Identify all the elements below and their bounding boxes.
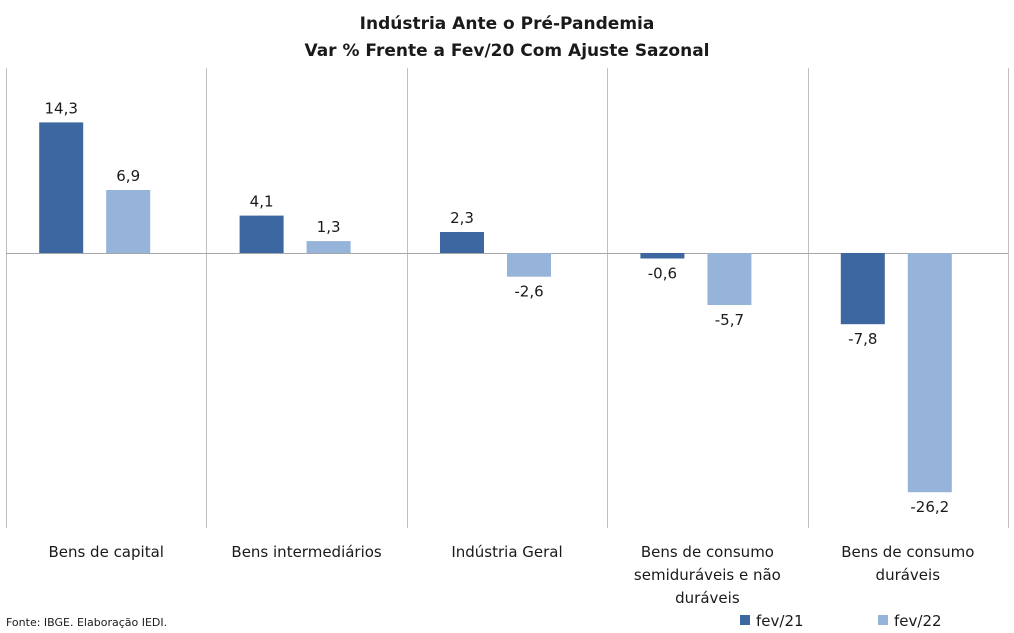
bar-fev-22-1 — [306, 241, 351, 253]
legend-swatch-fev-22 — [878, 615, 888, 625]
bar-fev-22-2 — [507, 253, 551, 277]
data-label-fev-21-1: 4,1 — [250, 193, 274, 211]
bar-fev-21-4 — [840, 253, 885, 325]
data-label-fev-22-0: 6,9 — [116, 167, 140, 185]
legend-swatch-fev-21 — [740, 615, 750, 625]
data-label-fev-22-3: -5,7 — [715, 311, 744, 329]
data-label-fev-21-2: 2,3 — [450, 209, 474, 227]
category-label-4-line-1: duráveis — [876, 566, 941, 584]
bars-group — [39, 122, 952, 493]
category-labels-group: Bens de capital Bens intermediários Indúst… — [48, 543, 974, 607]
category-label-1-line-0: Bens intermediários — [231, 543, 382, 561]
bar-fev-21-3 — [640, 253, 685, 259]
category-label-3-line-1: semiduráveis e não — [634, 566, 781, 584]
data-label-fev-21-0: 14,3 — [44, 99, 77, 117]
bar-fev-21-0 — [39, 122, 84, 254]
category-label-3-line-0: Bens de consumo — [641, 543, 774, 561]
source-note: Fonte: IBGE. Elaboração IEDI. — [6, 616, 167, 629]
bar-fev-21-2 — [440, 232, 484, 253]
data-label-fev-22-2: -2,6 — [514, 283, 543, 301]
category-label-3-line-2: duráveis — [675, 589, 740, 607]
legend-label-fev-21: fev/21 — [756, 612, 804, 630]
bar-fev-22-0 — [106, 190, 151, 253]
data-label-fev-21-3: -0,6 — [648, 265, 677, 283]
legend: fev/21 fev/22 — [740, 612, 942, 630]
data-label-fev-21-4: -7,8 — [848, 330, 877, 348]
chart-title: Indústria Ante o Pré-Pandemia — [360, 14, 655, 34]
category-label-0-line-0: Bens de capital — [48, 543, 164, 561]
data-label-fev-22-4: -26,2 — [910, 498, 949, 516]
data-labels-group: 14,3 4,1 2,3 -0,6 -7,8 6,9 1,3 -2,6 -5,7 -26,2 — [44, 99, 949, 516]
bar-fev-22-3 — [707, 253, 752, 305]
data-label-fev-22-1: 1,3 — [317, 218, 341, 236]
chart-subtitle: Var % Frente a Fev/20 Com Ajuste Sazonal — [304, 41, 709, 61]
category-label-2-line-0: Indústria Geral — [451, 543, 562, 561]
bar-fev-22-4 — [907, 253, 952, 493]
category-label-4-line-0: Bens de consumo — [841, 543, 974, 561]
bar-fev-21-1 — [239, 215, 284, 253]
legend-label-fev-22: fev/22 — [894, 612, 942, 630]
